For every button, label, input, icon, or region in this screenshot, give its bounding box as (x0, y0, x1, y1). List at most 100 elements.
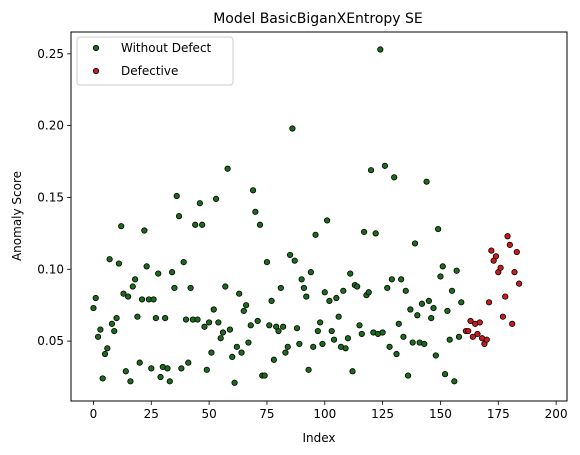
data-point (330, 336, 338, 343)
data-point (296, 340, 303, 348)
data-point (506, 241, 513, 248)
y-tick-label: 0.20 (37, 119, 64, 133)
data-point (226, 326, 234, 333)
data-point (303, 293, 310, 300)
data-point (326, 297, 333, 304)
data-point (238, 349, 245, 356)
data-point (282, 349, 289, 356)
plot-area (70, 31, 568, 402)
data-point (152, 315, 159, 322)
data-point (432, 352, 439, 359)
data-point (169, 269, 176, 276)
data-point (497, 264, 504, 271)
data-point (125, 293, 132, 300)
data-point (280, 323, 287, 330)
data-point (365, 289, 372, 296)
data-point (404, 372, 412, 379)
data-point (194, 316, 201, 323)
data-point (509, 320, 516, 327)
data-point (418, 300, 426, 307)
data-point (148, 365, 155, 372)
legend-label-without-defect: Without Defect (121, 41, 212, 55)
data-point (342, 345, 349, 352)
x-tick-label: 125 (371, 407, 394, 421)
plot-frame (70, 31, 568, 402)
data-point (129, 283, 136, 290)
data-point (203, 366, 210, 373)
data-point (136, 359, 143, 366)
data-point (439, 263, 446, 270)
data-point (122, 368, 129, 375)
data-point (502, 293, 509, 300)
legend-label-defective: Defective (121, 64, 178, 78)
data-point (467, 317, 474, 325)
data-point (321, 289, 328, 296)
x-tick-label: 100 (313, 407, 336, 421)
data-point (166, 378, 173, 385)
data-point (430, 304, 437, 312)
data-point (428, 315, 435, 322)
data-point (120, 290, 127, 297)
data-point (164, 365, 171, 372)
data-point (361, 228, 368, 236)
data-point (157, 373, 164, 381)
data-point (247, 322, 254, 329)
data-point (435, 225, 442, 233)
data-point (252, 208, 259, 215)
data-point (101, 350, 109, 358)
series-without-defect (90, 46, 465, 386)
data-point (261, 372, 268, 379)
data-point (451, 378, 458, 385)
data-point (215, 319, 222, 326)
data-point (317, 319, 324, 326)
data-point (138, 296, 146, 303)
data-point (106, 256, 113, 263)
plot-background (71, 32, 567, 401)
data-point (291, 257, 298, 264)
data-point (305, 366, 312, 373)
data-point (162, 315, 169, 322)
data-point (458, 299, 465, 306)
data-point (180, 258, 187, 266)
legend-frame (76, 36, 234, 86)
legend: Without Defect Defective (76, 36, 234, 86)
data-point (173, 192, 180, 200)
data-point (229, 353, 236, 360)
data-point (263, 258, 271, 266)
data-point (256, 221, 264, 228)
data-point (402, 287, 409, 294)
x-axis: 0 25 50 75 100 125 150 175 200 (90, 401, 568, 421)
data-point (196, 200, 203, 207)
data-point (328, 327, 335, 335)
data-point (307, 269, 314, 276)
data-point (356, 322, 363, 329)
data-point (398, 276, 405, 283)
x-tick-label: 50 (201, 407, 216, 421)
data-point (90, 304, 97, 312)
data-point (335, 313, 342, 320)
data-point (388, 276, 395, 283)
data-point (178, 365, 185, 372)
data-point (236, 290, 243, 297)
data-point (453, 267, 460, 274)
y-tick-label: 0.05 (37, 334, 64, 348)
data-point (386, 343, 393, 350)
data-point (381, 162, 389, 169)
data-point (219, 329, 227, 336)
data-point (379, 329, 386, 336)
data-point (104, 345, 111, 352)
data-point (118, 223, 125, 230)
data-point (395, 320, 402, 327)
data-point (492, 253, 500, 260)
data-point (421, 340, 428, 348)
data-point (277, 284, 284, 292)
data-point (446, 336, 453, 343)
points-layer (90, 46, 523, 386)
data-point (391, 174, 398, 181)
data-point (231, 379, 238, 386)
data-point (340, 287, 347, 294)
data-point (393, 350, 400, 358)
data-point (141, 227, 148, 234)
data-point (513, 248, 520, 256)
data-point (372, 230, 379, 237)
